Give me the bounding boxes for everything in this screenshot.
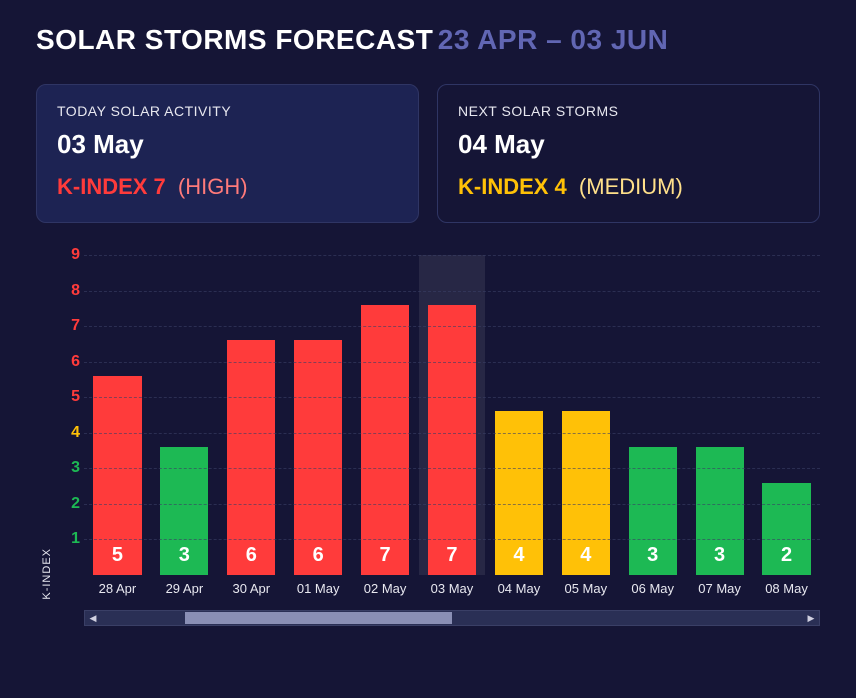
card-next-kindex-line: K-INDEX 4 (MEDIUM) xyxy=(458,174,799,200)
bar-value: 3 xyxy=(179,544,190,567)
bar[interactable]: 2 xyxy=(762,483,810,575)
bar-value: 7 xyxy=(380,544,391,567)
y-tick: 4 xyxy=(71,424,80,442)
bar-slot: 5 xyxy=(84,255,151,575)
plot-wrap: 5 3 6 6 7 7 4 4 3 3 2 28 Apr29 Apr30 Apr01 May02 M… xyxy=(84,251,820,626)
bar-value: 7 xyxy=(446,544,457,567)
scrollbar-thumb[interactable] xyxy=(185,612,452,624)
chart-scrollbar[interactable]: ◀ ▶ xyxy=(84,610,820,626)
page: SOLAR STORMS FORECAST 23 APR – 03 JUN TO… xyxy=(0,0,856,646)
y-tick: 7 xyxy=(71,317,80,335)
card-today-kindex: K-INDEX 7 xyxy=(57,174,166,199)
x-tick: 08 May xyxy=(753,581,820,596)
gridline xyxy=(84,539,820,540)
card-next-storm: NEXT SOLAR STORMS 04 May K-INDEX 4 (MEDI… xyxy=(437,84,820,223)
x-tick: 30 Apr xyxy=(218,581,285,596)
bars-container: 5 3 6 6 7 7 4 4 3 3 2 xyxy=(84,255,820,575)
bar[interactable]: 4 xyxy=(495,411,543,575)
bar-value: 4 xyxy=(513,544,524,567)
x-tick: 04 May xyxy=(485,581,552,596)
bar-value: 3 xyxy=(647,544,658,567)
x-tick: 03 May xyxy=(419,581,486,596)
bar[interactable]: 7 xyxy=(361,305,409,575)
x-tick: 07 May xyxy=(686,581,753,596)
y-tick: 3 xyxy=(71,459,80,477)
x-axis: 28 Apr29 Apr30 Apr01 May02 May03 May04 M… xyxy=(84,581,820,596)
bar-slot: 3 xyxy=(151,255,218,575)
y-axis: 123456789 xyxy=(58,255,84,575)
card-today-kindex-line: K-INDEX 7 (HIGH) xyxy=(57,174,398,200)
bar[interactable]: 4 xyxy=(562,411,610,575)
kindex-chart: K-INDEX 123456789 53667744332 28 Apr29 A… xyxy=(36,251,820,626)
card-today-activity: TODAY SOLAR ACTIVITY 03 May K-INDEX 7 (H… xyxy=(36,84,419,223)
card-next-level: (MEDIUM) xyxy=(579,174,683,199)
bar[interactable]: 7 xyxy=(428,305,476,575)
gridline xyxy=(84,433,820,434)
y-tick: 8 xyxy=(71,282,80,300)
y-tick: 2 xyxy=(71,495,80,513)
summary-cards: TODAY SOLAR ACTIVITY 03 May K-INDEX 7 (H… xyxy=(36,84,820,223)
x-tick: 06 May xyxy=(619,581,686,596)
x-tick: 01 May xyxy=(285,581,352,596)
bar-value: 6 xyxy=(313,544,324,567)
bar[interactable]: 3 xyxy=(160,447,208,575)
bar-slot: 3 xyxy=(619,255,686,575)
y-tick: 1 xyxy=(71,530,80,548)
page-title-row: SOLAR STORMS FORECAST 23 APR – 03 JUN xyxy=(36,24,820,56)
bar-value: 3 xyxy=(714,544,725,567)
bar-value: 4 xyxy=(580,544,591,567)
card-today-level: (HIGH) xyxy=(178,174,248,199)
bar-slot: 6 xyxy=(218,255,285,575)
x-tick: 05 May xyxy=(552,581,619,596)
scroll-right-icon[interactable]: ▶ xyxy=(803,611,819,625)
gridline xyxy=(84,468,820,469)
card-next-kindex: K-INDEX 4 xyxy=(458,174,567,199)
card-today-date: 03 May xyxy=(57,129,398,160)
y-axis-label-col: K-INDEX xyxy=(36,251,58,626)
scrollbar-track[interactable] xyxy=(101,611,803,625)
gridline xyxy=(84,326,820,327)
card-next-date: 04 May xyxy=(458,129,799,160)
plot-area: 5 3 6 6 7 7 4 4 3 3 2 xyxy=(84,255,820,575)
x-tick: 29 Apr xyxy=(151,581,218,596)
bar-slot: 7 xyxy=(352,255,419,575)
bar-slot: 6 xyxy=(285,255,352,575)
gridline xyxy=(84,397,820,398)
bar[interactable]: 3 xyxy=(629,447,677,575)
gridline xyxy=(84,362,820,363)
bar-slot: 7 xyxy=(419,255,486,575)
bar-value: 2 xyxy=(781,544,792,567)
bar[interactable]: 3 xyxy=(696,447,744,575)
gridline xyxy=(84,291,820,292)
y-tick: 5 xyxy=(71,388,80,406)
gridline xyxy=(84,255,820,256)
scroll-left-icon[interactable]: ◀ xyxy=(85,611,101,625)
y-tick: 6 xyxy=(71,353,80,371)
bar-slot: 3 xyxy=(686,255,753,575)
card-today-label: TODAY SOLAR ACTIVITY xyxy=(57,103,398,119)
x-tick: 28 Apr xyxy=(84,581,151,596)
bar-value: 5 xyxy=(112,544,123,567)
bar-slot: 2 xyxy=(753,255,820,575)
y-axis-label: K-INDEX xyxy=(41,548,53,600)
page-title: SOLAR STORMS FORECAST xyxy=(36,24,433,55)
bar[interactable]: 5 xyxy=(93,376,141,575)
card-next-label: NEXT SOLAR STORMS xyxy=(458,103,799,119)
page-title-daterange: 23 APR – 03 JUN xyxy=(438,24,669,55)
y-tick: 9 xyxy=(71,246,80,264)
gridline xyxy=(84,504,820,505)
x-tick: 02 May xyxy=(352,581,419,596)
bar-value: 6 xyxy=(246,544,257,567)
bar-slot: 4 xyxy=(485,255,552,575)
bar-slot: 4 xyxy=(552,255,619,575)
